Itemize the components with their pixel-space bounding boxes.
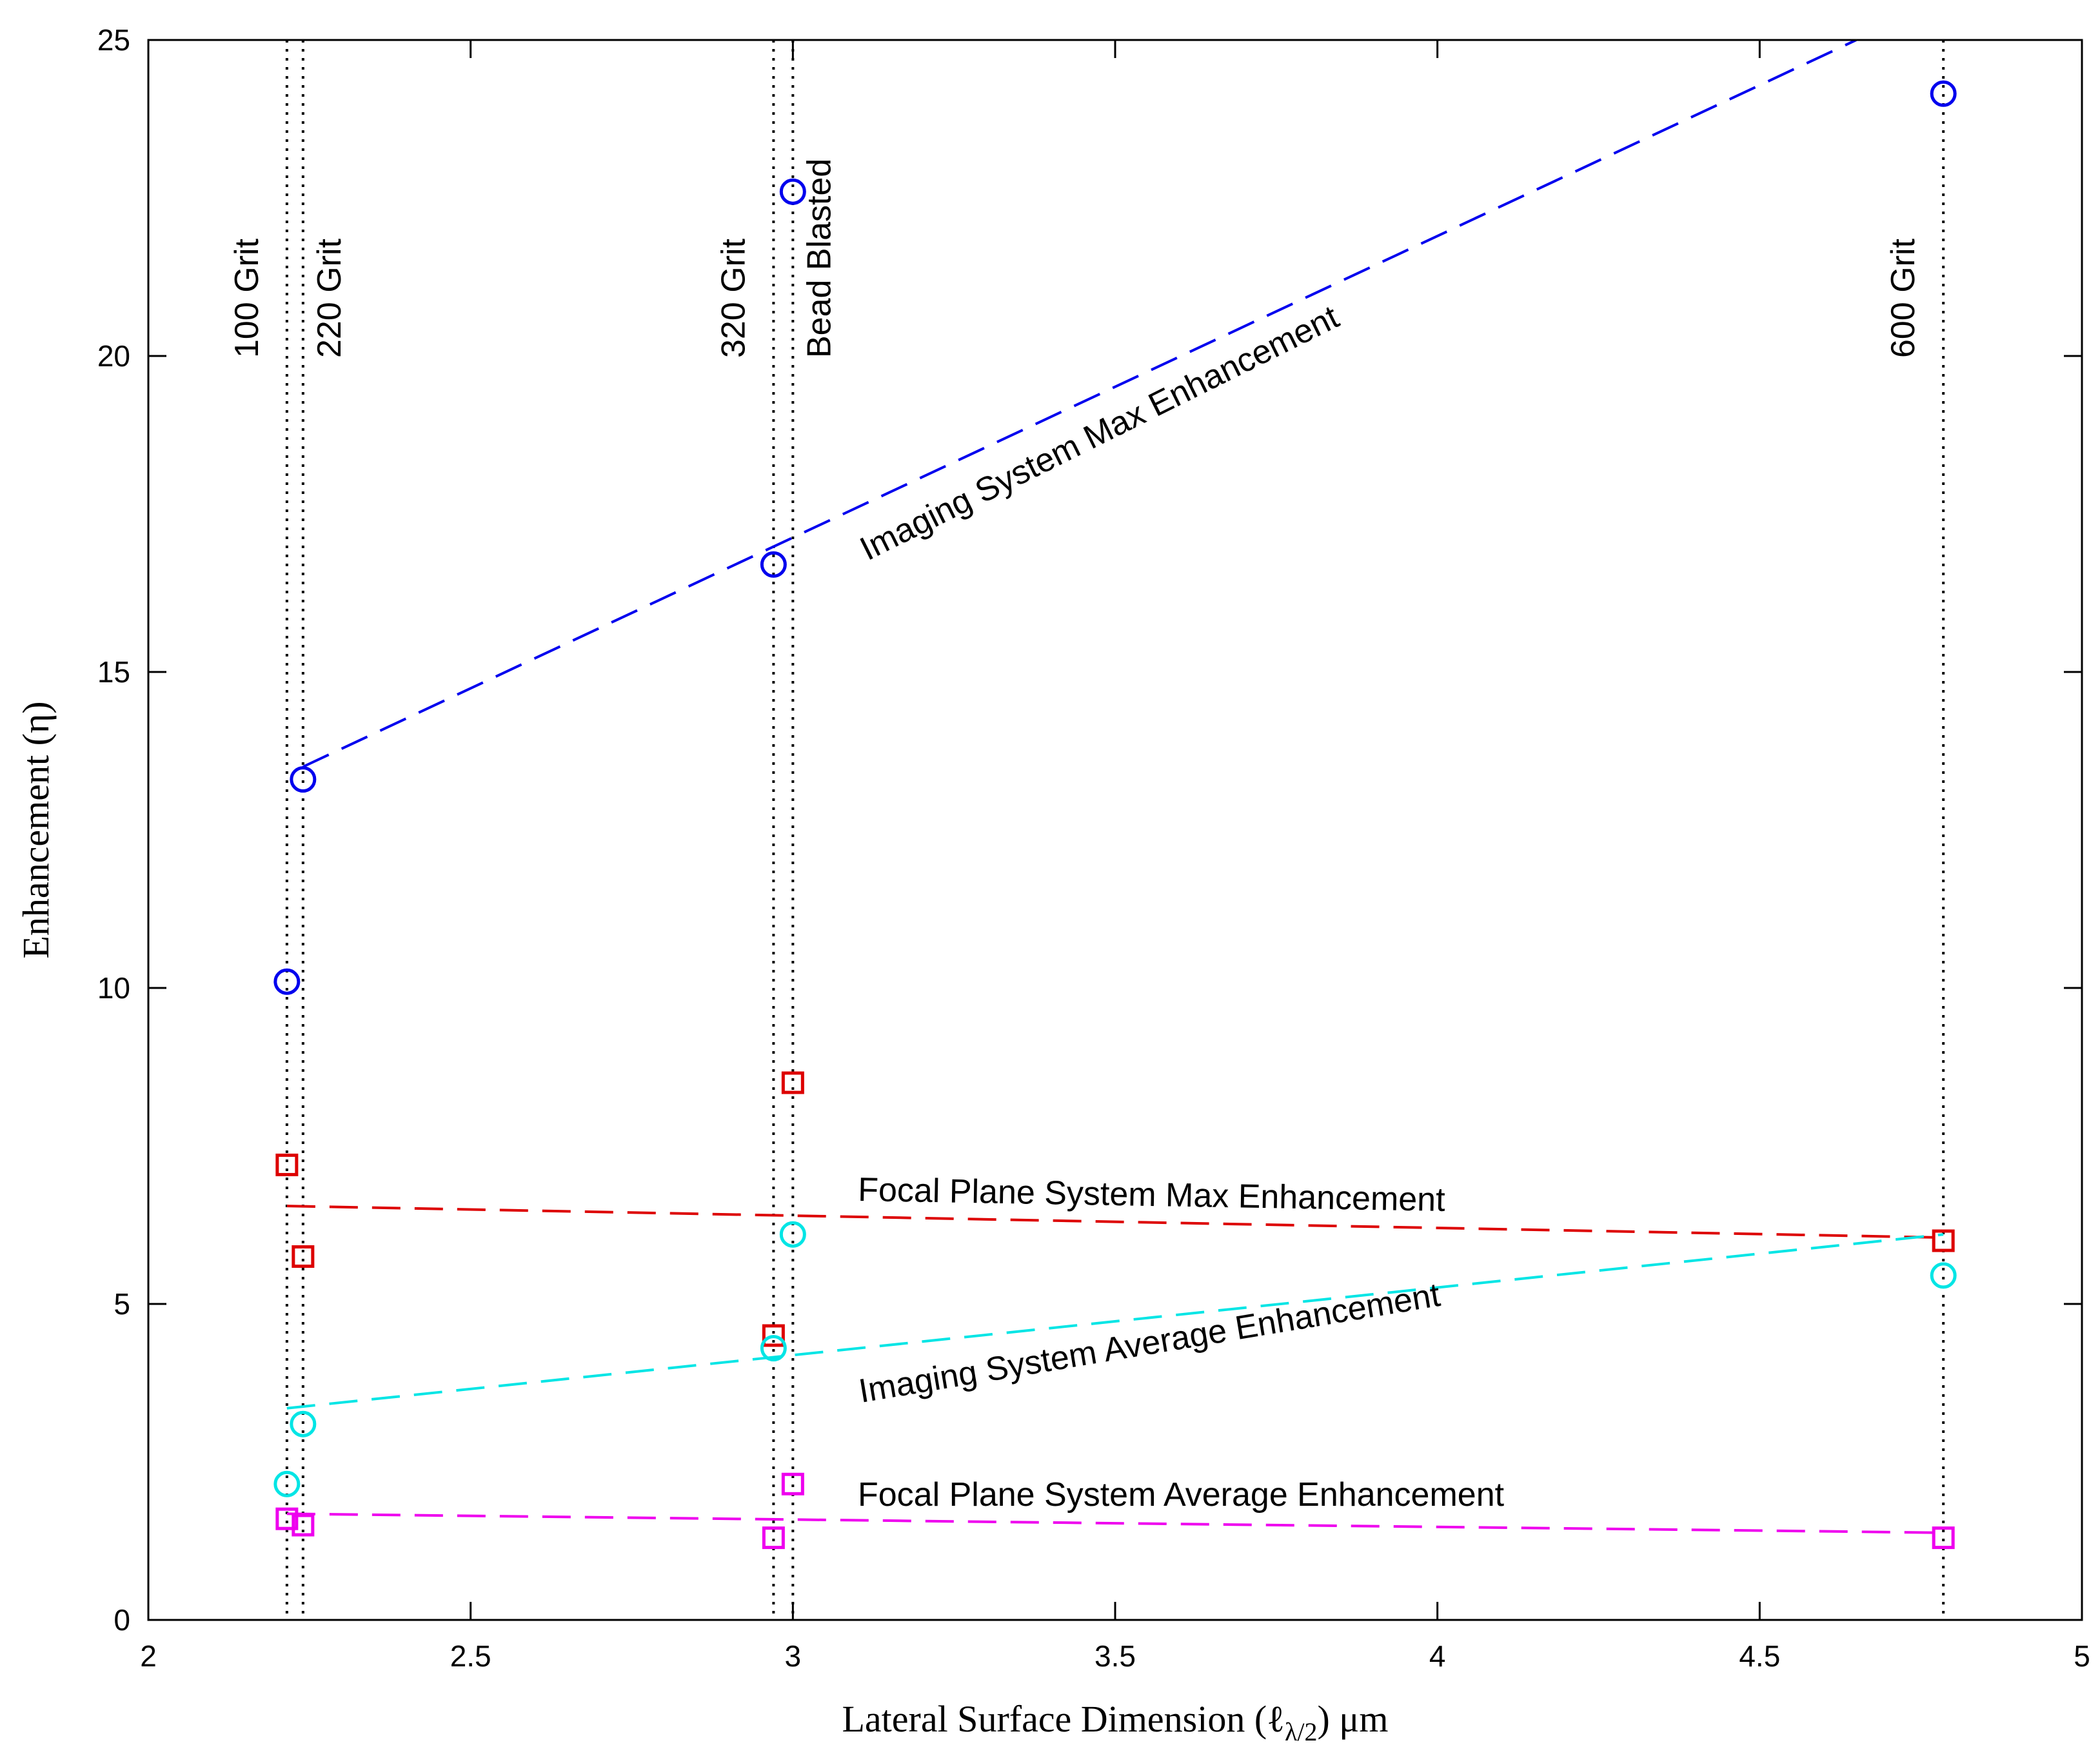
y-tick-label: 25 [97, 23, 130, 57]
annotation-imaging-average: Imaging System Average Enhancement [856, 1276, 1443, 1410]
x-tick-labels: 2 2.5 3 3.5 4 4.5 5 [140, 1639, 2090, 1673]
y-tick-label: 20 [97, 339, 130, 373]
data-point-square [762, 1526, 785, 1550]
data-point-square [275, 1153, 299, 1176]
x-axis-label-main: Lateral Surface Dimension (ℓ [842, 1698, 1284, 1740]
reference-line-label: 600 Grit [1885, 238, 1922, 358]
data-point-square [275, 1507, 299, 1530]
reference-line-label: 220 Grit [311, 238, 348, 358]
reference-line-labels: 100 Grit 220 Grit 320 Grit Bead Blasted 600 … [228, 159, 1922, 358]
fit-line [286, 1233, 1944, 1410]
data-point-square [762, 1324, 785, 1347]
x-tick-label: 3 [785, 1639, 802, 1673]
data-points [273, 80, 1957, 1550]
data-point-circle [760, 1335, 787, 1362]
data-point-square [292, 1245, 315, 1268]
y-tick-label: 10 [97, 971, 130, 1005]
reference-lines [285, 40, 1945, 1620]
x-axis-label-subscript: λ/2 [1285, 1717, 1318, 1746]
x-axis-label: Lateral Surface Dimension (ℓλ/2) μm [842, 1698, 1388, 1746]
y-tick-labels: 0 5 10 15 20 25 [97, 23, 130, 1637]
data-point-circle [273, 1470, 301, 1497]
data-point-circle [1930, 80, 1957, 107]
reference-line-label: 100 Grit [228, 238, 266, 358]
x-tick-label: 3.5 [1095, 1639, 1136, 1673]
reference-line-label: 320 Grit [715, 238, 752, 358]
y-tick-label: 15 [97, 655, 130, 689]
data-point-circle [290, 1410, 317, 1437]
data-point-square [1932, 1229, 1955, 1252]
annotation-focal-max: Focal Plane System Max Enhancement [858, 1171, 1446, 1219]
data-point-square [781, 1472, 804, 1495]
reference-line-label: Bead Blasted [800, 159, 838, 358]
data-point-circle [1930, 1262, 1957, 1289]
annotation-imaging-max: Imaging System Max Enhancement [854, 298, 1345, 567]
data-point-square [781, 1071, 804, 1094]
x-axis-label-tail: ) μm [1317, 1698, 1388, 1740]
data-point-circle [779, 1221, 806, 1248]
axis-ticks [147, 39, 2083, 1621]
x-tick-label: 2 [140, 1639, 157, 1673]
y-tick-label: 5 [114, 1287, 130, 1321]
x-tick-label: 2.5 [450, 1639, 491, 1673]
x-tick-label: 4.5 [1739, 1639, 1780, 1673]
data-point-circle [760, 551, 787, 578]
series-annotations: Imaging System Max Enhancement Focal Pla… [854, 298, 1504, 1514]
data-point-circle [273, 968, 301, 995]
y-tick-label: 0 [114, 1603, 130, 1637]
fit-lines [286, 40, 1944, 1534]
data-point-square [1932, 1526, 1955, 1550]
x-tick-label: 4 [1429, 1639, 1446, 1673]
data-point-square [292, 1514, 315, 1537]
plot-frame [147, 39, 2083, 1621]
data-point-circle [779, 178, 806, 205]
fit-line [302, 40, 1857, 768]
fit-line [286, 1205, 1944, 1239]
annotation-focal-average: Focal Plane System Average Enhancement [858, 1476, 1505, 1514]
y-axis-label: Enhancement (η) [15, 701, 57, 958]
x-tick-label: 5 [2074, 1639, 2090, 1673]
fit-line [286, 1512, 1944, 1534]
data-point-circle [290, 766, 317, 793]
